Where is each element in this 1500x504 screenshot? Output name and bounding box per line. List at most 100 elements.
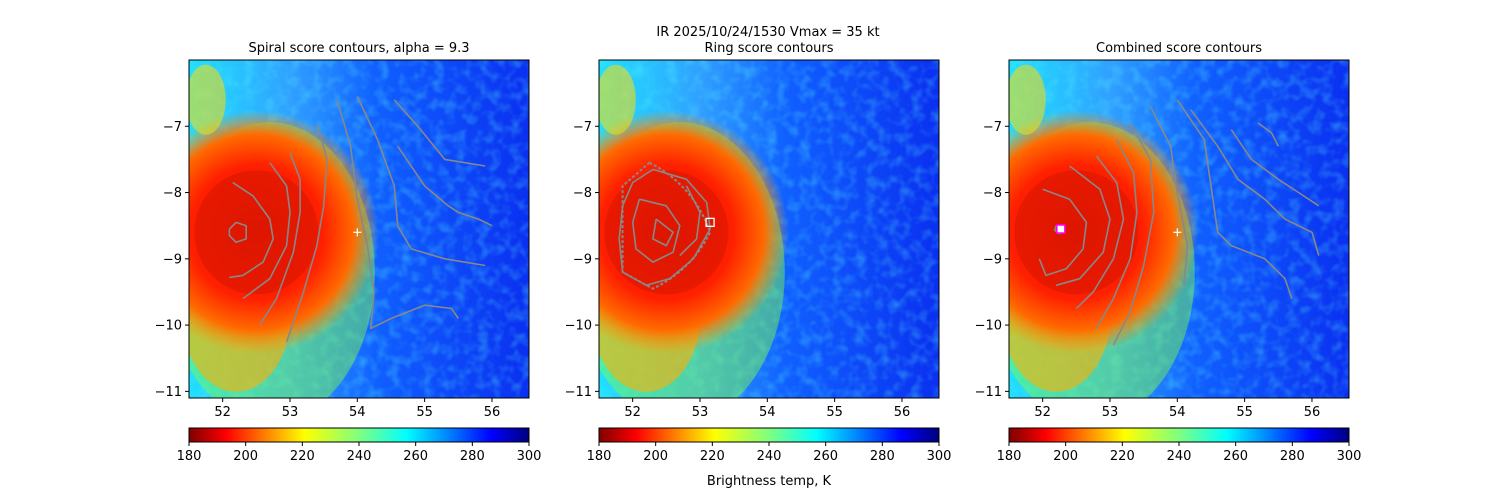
- panel-title: Ring score contours: [704, 41, 833, 56]
- panel-3: Combined score contours 52 53 54 55 56 −7 −8 −9 −…: [975, 41, 1362, 464]
- x-tick-label: 56: [894, 405, 911, 420]
- x-tick-label: 56: [1304, 405, 1321, 420]
- x-tick-label: 53: [1102, 405, 1119, 420]
- contour-line: [356, 96, 486, 267]
- axes-frame: [1008, 59, 1350, 399]
- colorbar-tick-label: 180: [177, 449, 202, 464]
- contour-line: [618, 168, 711, 287]
- colorbar-tick-label: 260: [1223, 449, 1248, 464]
- panel-title: Spiral score contours, alpha = 9.3: [248, 41, 469, 56]
- colorbar-tick-label: 240: [1167, 449, 1192, 464]
- heatmap-image-3: [1009, 60, 1349, 398]
- contour-line: [228, 221, 247, 244]
- heatmap-upper-patch: [189, 64, 226, 135]
- x-tick-label: 52: [214, 405, 231, 420]
- contour-line: [652, 218, 674, 247]
- heatmap-image-2: [599, 60, 939, 398]
- panel-2: Ring score contours 52 53 54 55 56 −7 −8 −9 −10 −1…: [565, 41, 952, 464]
- x-tick-label: 54: [349, 405, 366, 420]
- contour-line: [1075, 155, 1125, 310]
- y-tick-label: −9: [983, 252, 1002, 267]
- x-tick-label: 55: [416, 405, 433, 420]
- y-tick-label: −11: [565, 385, 592, 400]
- contour-line: [679, 185, 701, 257]
- colorbar-tick-label: 280: [870, 449, 895, 464]
- y-tick-label: −9: [163, 252, 182, 267]
- colorbar-2: 180 200 220 240 260 280 300: [587, 427, 952, 464]
- y-tick-label: −11: [155, 385, 182, 400]
- colorbar-tick-label: 220: [700, 449, 725, 464]
- x-tick-label: 55: [826, 405, 843, 420]
- colorbar-tick-label: 240: [347, 449, 372, 464]
- y-tick-label: −10: [565, 319, 592, 334]
- heatmap-core-center: [194, 170, 319, 295]
- contour-line: [397, 145, 493, 227]
- contour-line: [229, 181, 274, 279]
- contour-line: [1257, 122, 1280, 147]
- heatmap-upper-patch: [1009, 64, 1046, 135]
- y-tick-label: −7: [573, 120, 592, 135]
- y-tick-label: −7: [983, 120, 1002, 135]
- y-tick-label: −11: [975, 385, 1002, 400]
- y-tick-label: −10: [155, 319, 182, 334]
- colorbar-tick-label: 180: [997, 449, 1022, 464]
- contour-line: [259, 152, 301, 326]
- heatmap-image-1: [189, 60, 529, 398]
- contour-line: [1176, 99, 1293, 299]
- colorbar-3: 180 200 220 240 260 280 300: [997, 427, 1362, 464]
- contour-line: [1190, 109, 1320, 256]
- x-tick-label: 52: [624, 405, 641, 420]
- x-tick-label: 53: [282, 405, 299, 420]
- y-tick-label: −9: [573, 252, 592, 267]
- x-tick-label: 52: [1034, 405, 1051, 420]
- y-tick-label: −8: [573, 186, 592, 201]
- x-tick-label: 53: [692, 405, 709, 420]
- y-tick-label: −8: [163, 186, 182, 201]
- contour-line: [242, 162, 291, 300]
- x-tick-label: 54: [759, 405, 776, 420]
- contour-line: [393, 99, 486, 167]
- colorbar-tick-label: 260: [403, 449, 428, 464]
- square-marker: [705, 217, 715, 228]
- heatmap-core-center: [1014, 170, 1139, 295]
- colorbar-bar: [598, 427, 940, 443]
- contour-line: [631, 198, 681, 263]
- colorbar-1: 180 200 220 240 260 280 300: [177, 427, 542, 464]
- colorbar-label: Brightness temp, K: [707, 474, 832, 489]
- contour-line: [1038, 188, 1088, 277]
- contour-line: [1149, 106, 1189, 286]
- colorbar-tick-label: 300: [927, 449, 952, 464]
- colorbar-tick-label: 260: [813, 449, 838, 464]
- ring-contour-fill: [621, 161, 712, 290]
- heatmap-upper-patch: [599, 64, 636, 135]
- plus-marker: [353, 228, 362, 237]
- colorbar-tick-label: 280: [1280, 449, 1305, 464]
- figure-suptitle: IR 2025/10/24/1530 Vmax = 35 kt: [656, 25, 879, 40]
- colorbar-bar: [188, 427, 530, 443]
- y-tick-label: −7: [163, 120, 182, 135]
- colorbar-tick-label: 220: [1110, 449, 1135, 464]
- axes-frame: [188, 59, 530, 399]
- colorbar-tick-label: 200: [643, 449, 668, 464]
- colorbar-tick-label: 300: [1337, 449, 1362, 464]
- contour-line: [285, 122, 328, 342]
- best-center-marker: [1056, 224, 1066, 234]
- plus-marker: [1173, 228, 1182, 237]
- colorbar-tick-label: 200: [233, 449, 258, 464]
- panel-1: Spiral score contours, alpha = 9.3 52 53 54…: [155, 41, 542, 464]
- colorbar-tick-label: 280: [460, 449, 485, 464]
- contour-line: [1055, 165, 1111, 287]
- colorbar-tick-label: 300: [517, 449, 542, 464]
- contour-line: [336, 99, 459, 330]
- colorbar-tick-label: 200: [1053, 449, 1078, 464]
- axes-frame: [598, 59, 940, 399]
- x-tick-label: 55: [1236, 405, 1253, 420]
- x-tick-label: 56: [484, 405, 501, 420]
- colorbar-bar: [1008, 427, 1350, 443]
- contour-line: [1230, 129, 1320, 207]
- y-tick-label: −10: [975, 319, 1002, 334]
- y-tick-label: −8: [983, 186, 1002, 201]
- contour-line: [1112, 122, 1155, 346]
